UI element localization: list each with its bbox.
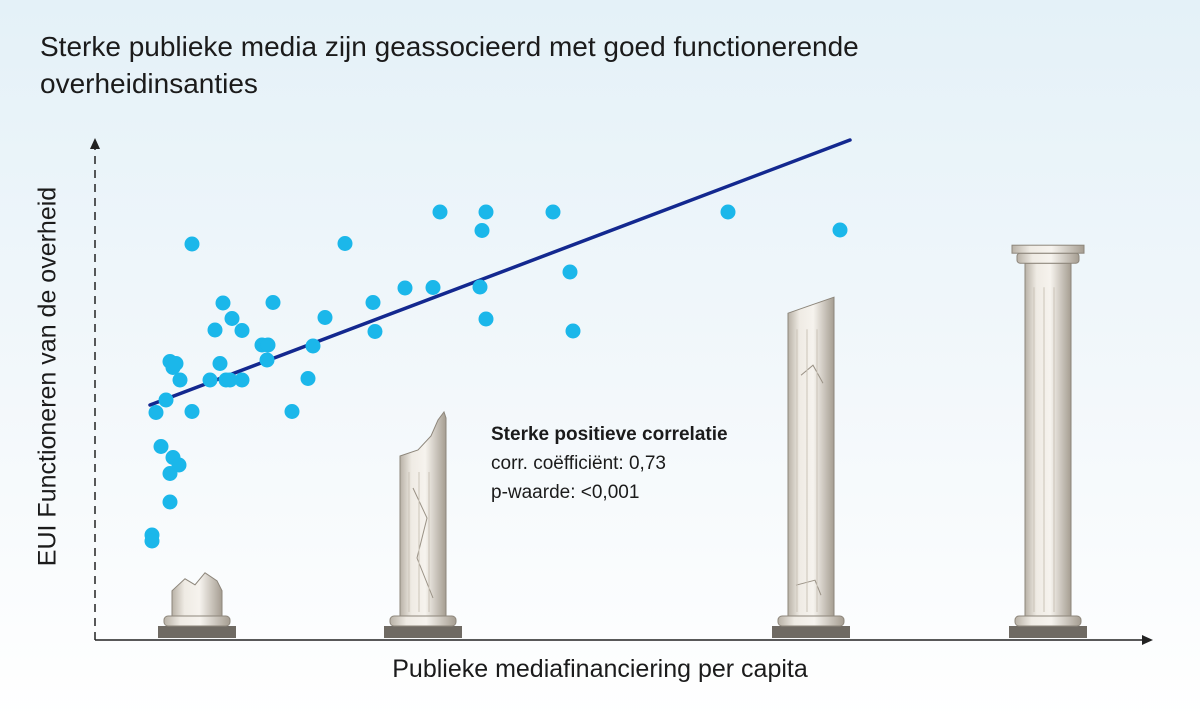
annotation-correlation: corr. coëfficiënt: 0,73: [491, 453, 666, 474]
data-point: [305, 338, 321, 354]
data-point: [317, 310, 333, 325]
data-point: [565, 323, 581, 339]
data-point: [474, 223, 490, 238]
data-point: [222, 372, 238, 388]
data-point: [432, 204, 448, 220]
data-point: [397, 280, 413, 296]
data-point: [562, 264, 578, 280]
y-axis-label: EUI Functioneren van de overheid: [33, 186, 62, 567]
column-plinth: [1009, 626, 1087, 638]
annotation-heading: Sterke positieve correlatie: [491, 424, 728, 445]
column-shaft: [171, 572, 223, 617]
data-point: [234, 372, 250, 388]
column-broken: [384, 410, 462, 638]
column-torus: [389, 615, 457, 627]
column-torus: [777, 615, 845, 627]
column-intact: [1009, 244, 1087, 638]
data-point: [162, 494, 178, 510]
data-point: [337, 236, 353, 251]
data-point: [148, 405, 164, 420]
trend-layer: [148, 138, 852, 407]
data-point: [202, 372, 218, 388]
data-point: [832, 222, 848, 238]
data-point: [367, 324, 383, 339]
data-point: [144, 533, 160, 549]
column-cracked: [772, 296, 850, 638]
data-point: [215, 295, 231, 311]
column-crack: [412, 487, 434, 599]
data-point: [425, 280, 441, 295]
data-point: [168, 356, 184, 371]
column-abacus: [1011, 244, 1085, 254]
points-layer: [144, 204, 848, 549]
data-point: [265, 295, 281, 310]
data-point: [259, 352, 275, 368]
data-point: [172, 372, 188, 388]
column-plinth: [158, 626, 236, 638]
data-point: [478, 311, 494, 327]
data-point: [153, 439, 169, 454]
column-shaft: [787, 296, 835, 617]
column-torus: [1014, 615, 1082, 627]
chart-title: Sterke publieke media zijn geassocieerd …: [40, 31, 859, 99]
data-point: [184, 236, 200, 252]
data-point: [171, 457, 187, 473]
column-crack: [795, 364, 824, 596]
data-point: [472, 279, 488, 295]
column-plinth: [384, 626, 462, 638]
x-axis-label: Publieke mediafinanciering per capita: [392, 655, 808, 683]
axes: [90, 138, 1153, 645]
annotation-pvalue: p-waarde: <0,001: [491, 482, 640, 503]
column-ruined: [158, 572, 236, 638]
data-point: [545, 204, 561, 220]
data-point: [478, 204, 494, 220]
x-axis-arrow: [1142, 635, 1153, 645]
data-point: [234, 323, 250, 338]
data-point: [260, 337, 276, 353]
data-point: [284, 404, 300, 419]
data-point: [300, 371, 316, 386]
data-point: [184, 404, 200, 419]
y-axis-arrow: [90, 138, 100, 149]
column-capital: [1016, 252, 1080, 264]
column-shaft: [1024, 262, 1072, 617]
column-shaft: [399, 410, 447, 617]
data-point: [158, 392, 174, 408]
column-plinth: [772, 626, 850, 638]
correlation-annotation: Sterke positieve correlatie corr. coëffi…: [491, 420, 728, 507]
data-point: [720, 204, 736, 220]
data-point: [207, 322, 223, 338]
column-torus: [163, 615, 231, 627]
data-point: [224, 311, 240, 326]
columns-layer: [158, 244, 1087, 638]
data-point: [365, 295, 381, 310]
data-point: [212, 356, 228, 371]
trend-line: [148, 138, 852, 407]
